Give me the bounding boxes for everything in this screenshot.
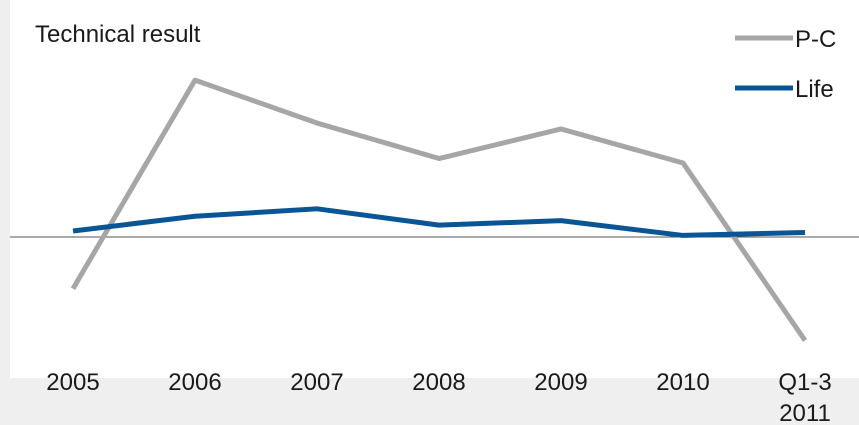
legend-label-life: Life <box>795 76 834 103</box>
legend: P-C Life <box>735 26 836 103</box>
x-tick-label: Q1-3 2011 <box>778 369 831 425</box>
x-tick-label: 2007 <box>290 369 343 396</box>
plot-area-background <box>10 0 859 378</box>
legend-label-p-c: P-C <box>795 26 836 53</box>
x-tick-label: 2005 <box>46 369 99 396</box>
series-layer <box>70 77 808 342</box>
chart-title: Technical result <box>35 21 201 48</box>
x-axis-tick-labels: 2005 2006 2007 2008 2009 2010 Q1-3 2011 <box>46 369 831 425</box>
x-tick-label: 2006 <box>168 369 221 396</box>
x-tick-label: 2009 <box>534 369 587 396</box>
x-tick-label: 2008 <box>412 369 465 396</box>
x-tick-label: 2010 <box>656 369 709 396</box>
